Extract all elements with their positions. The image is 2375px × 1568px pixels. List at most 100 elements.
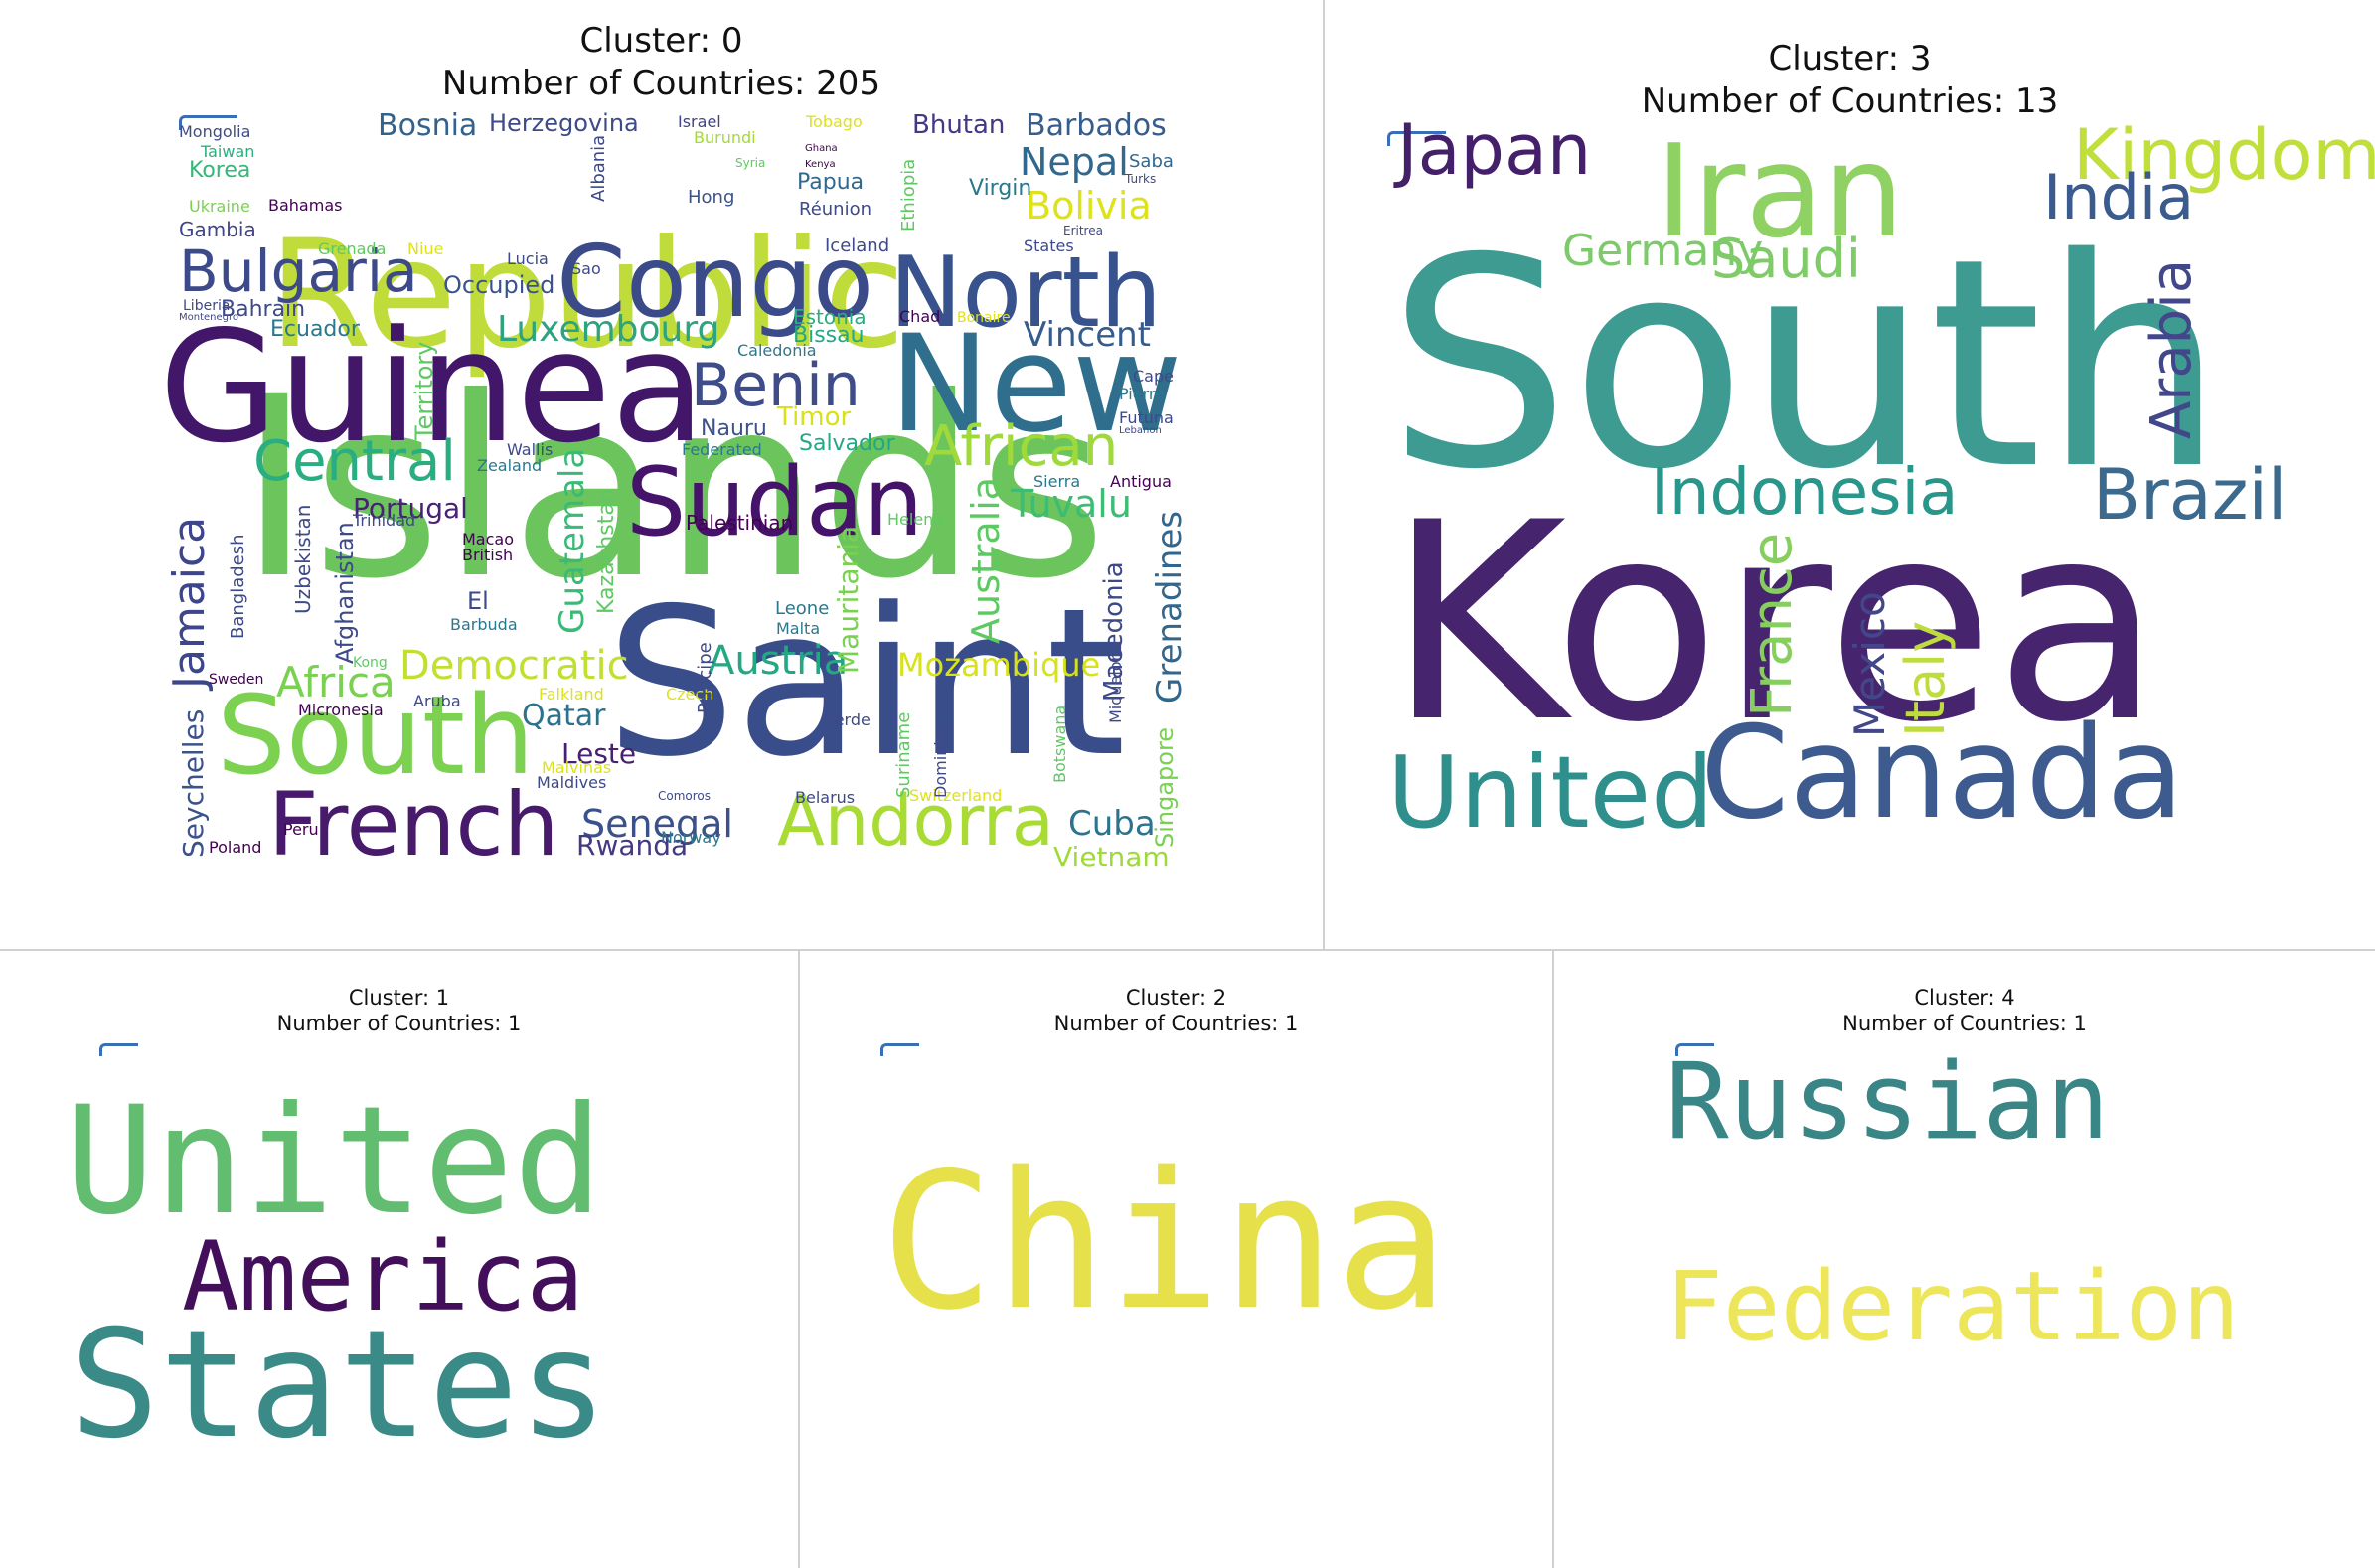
word-saint: Saint — [606, 565, 1126, 802]
word-kong: Kong — [353, 655, 388, 671]
cluster-0-panel: Cluster: 0 Number of Countries: 205 Isla… — [0, 0, 1323, 949]
word-sao: Sao — [571, 259, 601, 278]
word-portugal: Portugal — [353, 492, 468, 525]
word-territory: Territory — [410, 342, 438, 442]
word-macao: Macao — [462, 530, 514, 549]
word-new: New — [889, 306, 1182, 462]
word-iran: Iran — [1656, 118, 1904, 266]
word-palestinian: Palestinian — [686, 511, 793, 535]
word-eritrea: Eritrea — [1063, 224, 1103, 237]
word-south: South — [217, 672, 535, 799]
cluster-4-title: Cluster: 4 Number of Countries: 1 — [1554, 985, 2375, 1037]
cluster-3-panel: Cluster: 3 Number of Countries: 13 South… — [1325, 0, 2375, 949]
word-syria: Syria — [735, 156, 765, 170]
cluster-4-title-line2: Number of Countries: 1 — [1842, 1012, 2087, 1036]
word-mauritania: Mauritania — [832, 526, 865, 674]
word-benin: Benin — [691, 351, 861, 420]
cluster-0-wordcloud: Islands Republic Saint Guinea New Congo North S… — [159, 107, 1189, 875]
word-leste: Leste — [561, 737, 636, 770]
cluster-wordcloud-svg: Russian Federation — [1665, 1040, 2240, 1362]
word-ukraine: Ukraine — [189, 197, 250, 216]
word-rwanda: Rwanda — [576, 829, 688, 862]
word-jamaica: Jamaica — [164, 517, 215, 692]
word-kingdom: Kingdom — [2073, 114, 2375, 196]
word-bhutan: Bhutan — [912, 110, 1005, 140]
cluster-1-wordcloud: United America States — [65, 1043, 715, 1520]
word-occupied: Occupied — [443, 271, 554, 299]
word-bahrain: Bahrain — [221, 297, 305, 322]
word-uzbekistan: Uzbekistan — [291, 505, 315, 614]
cluster-3-title: Cluster: 3 Number of Countries: 13 — [1325, 38, 2375, 122]
divider-horizontal — [0, 949, 2375, 951]
word-federated: Federated — [682, 440, 762, 459]
word-futuna: Futuna — [1119, 408, 1174, 427]
word-canada: Canada — [1700, 700, 2184, 848]
word-hong: Hong — [688, 187, 734, 208]
word-america: America — [182, 1221, 584, 1333]
word-sweden: Sweden — [209, 672, 263, 688]
cluster-1-title-line2: Number of Countries: 1 — [276, 1012, 522, 1036]
word-falkland: Falkland — [539, 685, 604, 704]
word-korea: Korea — [1387, 464, 2162, 782]
word-bosnia: Bosnia — [378, 108, 477, 143]
word-france: France — [1740, 533, 1805, 717]
cluster-4-panel: Cluster: 4 Number of Countries: 1 Russia… — [1554, 951, 2375, 1568]
word-leone: Leone — [775, 598, 829, 619]
word-dominica: Dominica — [931, 723, 950, 798]
word-bangladesh: Bangladesh — [228, 534, 248, 639]
word-taiwan: Taiwan — [200, 142, 254, 161]
word-nauru: Nauru — [701, 416, 767, 441]
word-germany: Germany — [1562, 226, 1763, 276]
cluster-3-axis-corner — [1387, 131, 1446, 146]
word-brazil: Brazil — [2093, 454, 2287, 536]
word-grenadines: Grenadines — [1150, 511, 1189, 704]
word-macedonia: Macedonia — [1099, 561, 1129, 702]
word-bulgaria: Bulgaria — [179, 237, 418, 305]
word-central: Central — [253, 429, 456, 494]
word-timor: Timor — [776, 402, 852, 432]
word-mongolia: Mongolia — [179, 122, 250, 141]
word-iceland: Iceland — [825, 235, 889, 256]
word-indonesia: Indonesia — [1651, 456, 1959, 530]
word-helena: Helena — [887, 510, 943, 529]
word-antigua: Antigua — [1110, 472, 1172, 491]
word-states: States — [70, 1299, 608, 1472]
word-switzerland: Switzerland — [909, 786, 1002, 805]
word-guinea: Guinea — [159, 297, 706, 477]
word-r-union: Réunion — [799, 199, 871, 220]
word-federation: Federation — [1665, 1251, 2240, 1362]
word-russian: Russian — [1665, 1040, 2110, 1163]
word-el: El — [467, 587, 489, 615]
word-seychelles: Seychelles — [177, 709, 210, 858]
cluster-0-axis-corner — [179, 115, 238, 130]
cluster-1-axis-corner — [99, 1043, 138, 1056]
word-barbados: Barbados — [1026, 108, 1167, 143]
word-maldives: Maldives — [537, 773, 606, 792]
divider-bottom-left — [798, 951, 800, 1568]
word-micronesia: Micronesia — [298, 701, 384, 719]
word-miquelon: Miquelon — [1106, 651, 1125, 723]
word-peru: Peru — [283, 820, 319, 839]
word-australia: Australia — [964, 477, 1008, 644]
word-singapore: Singapore — [1151, 727, 1179, 848]
word-afghanistan: Afghanistan — [331, 522, 359, 664]
word-japan: Japan — [1393, 109, 1591, 191]
word-north: North — [889, 236, 1162, 350]
word-cuba: Cuba — [1068, 804, 1156, 844]
word-italy: Italy — [1894, 621, 1957, 737]
word-niue: Niue — [407, 239, 443, 258]
word-ethiopia: Ethiopia — [898, 159, 919, 232]
cluster-2-axis-corner — [880, 1043, 919, 1056]
word-vincent: Vincent — [1024, 315, 1151, 355]
word-mexico: Mexico — [1845, 591, 1894, 737]
cluster-4-title-line1: Cluster: 4 — [1914, 986, 2015, 1010]
word-herzegovina: Herzegovina — [489, 109, 639, 137]
word-british: British — [462, 546, 513, 564]
word-south: South — [1387, 198, 2225, 533]
word-lucia: Lucia — [507, 249, 549, 268]
word-bonaire: Bonaire — [957, 310, 1011, 326]
word-united: United — [65, 1075, 603, 1248]
word-tobago: Tobago — [805, 112, 863, 131]
word-chad: Chad — [899, 307, 940, 326]
word-lebanon: Lebanon — [1119, 425, 1162, 436]
